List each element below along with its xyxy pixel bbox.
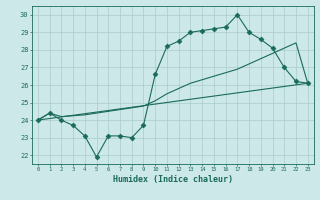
- X-axis label: Humidex (Indice chaleur): Humidex (Indice chaleur): [113, 175, 233, 184]
